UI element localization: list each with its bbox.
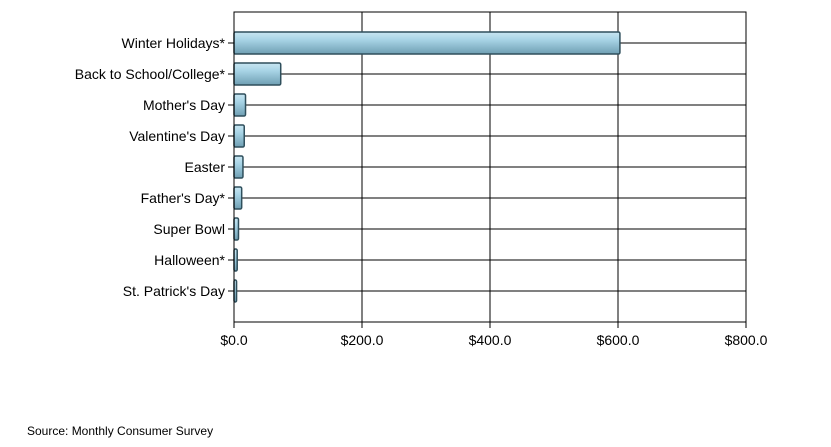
x-tick-label: $200.0 [341, 332, 384, 348]
category-label: Super Bowl [153, 221, 225, 237]
category-label: Mother's Day [143, 97, 225, 113]
category-label: Easter [185, 159, 226, 175]
x-tick-labels: $0.0 $200.0 $400.0 $600.0 $800.0 [220, 332, 767, 348]
category-label: St. Patrick's Day [123, 283, 225, 299]
x-tick-label: $600.0 [597, 332, 640, 348]
bar [233, 155, 244, 179]
plot-frame [233, 11, 747, 323]
category-label: Back to School/College* [75, 66, 226, 82]
category-label: Winter Holidays* [122, 35, 226, 51]
bar [233, 217, 240, 241]
category-label: Father's Day* [141, 190, 226, 206]
x-tick-label: $0.0 [220, 332, 247, 348]
bar-chart: Winter Holidays* Back to School/College* M… [75, 11, 768, 348]
x-tick-label: $400.0 [469, 332, 512, 348]
category-label: Halloween* [154, 252, 225, 268]
bar [233, 93, 247, 117]
grid-lines [233, 12, 747, 328]
source-note: Source: Monthly Consumer Survey [27, 424, 214, 438]
category-labels: Winter Holidays* Back to School/College* M… [75, 35, 226, 299]
bar [233, 124, 245, 148]
x-tick-label: $800.0 [725, 332, 768, 348]
bar [233, 62, 282, 86]
bar [233, 186, 243, 210]
category-label: Valentine's Day [129, 128, 225, 144]
bar [233, 31, 621, 55]
tick-marks [228, 42, 234, 292]
bars [233, 31, 621, 303]
